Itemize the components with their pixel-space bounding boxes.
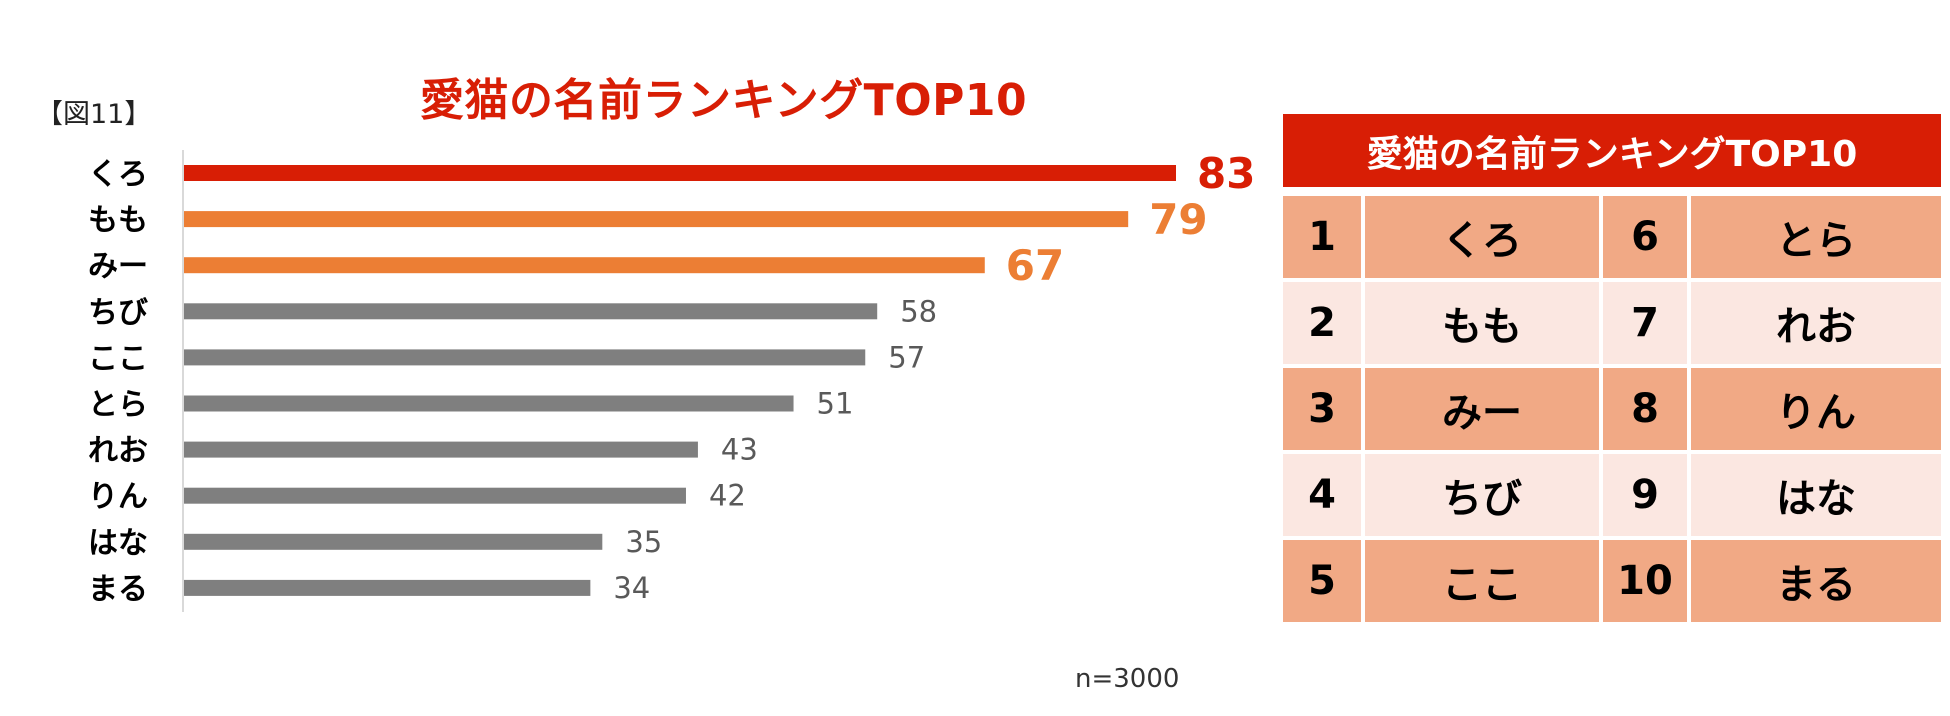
sample-size-note: n=3000: [1075, 664, 1180, 694]
category-label: もも: [88, 203, 148, 238]
bar: [184, 165, 1176, 181]
data-label: 34: [613, 571, 650, 605]
rank-cell: 6: [1603, 196, 1687, 278]
rank-cell: 5: [1283, 540, 1361, 622]
bar: [184, 579, 591, 596]
bar: [184, 487, 686, 504]
bar: [184, 257, 985, 274]
data-label: 67: [1006, 241, 1064, 290]
category-label: ここ: [88, 341, 148, 376]
figure-label: 【図11】: [36, 99, 152, 130]
bar: [184, 533, 603, 550]
category-label: みー: [88, 249, 148, 284]
bar: [184, 441, 698, 458]
category-label: とら: [88, 388, 148, 423]
data-label: 79: [1149, 195, 1207, 244]
ranking-table-grid: 1 くろ 6 とら 2 もも 7 れお 3 みー 8 りん 4 ちび 9 はな 5 ここ 10 まる: [1283, 196, 1941, 622]
name-cell: とら: [1691, 196, 1941, 278]
rank-cell: 3: [1283, 368, 1361, 450]
name-cell: みー: [1365, 368, 1599, 450]
category-label: ちび: [88, 295, 148, 330]
name-cell: まる: [1691, 540, 1941, 622]
name-cell: れお: [1691, 282, 1941, 364]
data-label: 51: [817, 387, 854, 421]
category-label: りん: [88, 480, 148, 515]
bar: [184, 349, 866, 366]
chart-title: 愛猫の名前ランキングTOP10: [420, 75, 1028, 126]
name-cell: ちび: [1365, 454, 1599, 536]
data-label: 57: [888, 340, 925, 374]
data-label: 83: [1197, 149, 1255, 198]
bar: [184, 395, 794, 412]
category-label: くろ: [88, 157, 148, 192]
rank-cell: 4: [1283, 454, 1361, 536]
name-cell: りん: [1691, 368, 1941, 450]
bar-chart: くろ 83 もも 79 みー 67 ちび 58 ここ 57 とら 51 れお 43 りん 42 はな 35 まる 34: [88, 149, 1255, 612]
bar: [184, 211, 1129, 228]
name-cell: もも: [1365, 282, 1599, 364]
rank-cell: 7: [1603, 282, 1687, 364]
category-label: まる: [88, 572, 148, 607]
name-cell: はな: [1691, 454, 1941, 536]
ranking-table-title: 愛猫の名前ランキングTOP10: [1283, 114, 1941, 187]
rank-cell: 10: [1603, 540, 1687, 622]
category-label: れお: [88, 434, 148, 469]
ranking-table: 愛猫の名前ランキングTOP10 1 くろ 6 とら 2 もも 7 れお 3 みー 8 りん 4 ちび 9 はな…: [1283, 114, 1941, 622]
rank-cell: 2: [1283, 282, 1361, 364]
name-cell: ここ: [1365, 540, 1599, 622]
data-label: 42: [709, 479, 746, 513]
rank-cell: 1: [1283, 196, 1361, 278]
rank-cell: 9: [1603, 454, 1687, 536]
data-label: 35: [625, 525, 662, 559]
data-label: 43: [721, 433, 758, 467]
category-label: はな: [88, 526, 148, 561]
bar: [184, 303, 878, 320]
data-label: 58: [900, 294, 937, 328]
name-cell: くろ: [1365, 196, 1599, 278]
rank-cell: 8: [1603, 368, 1687, 450]
